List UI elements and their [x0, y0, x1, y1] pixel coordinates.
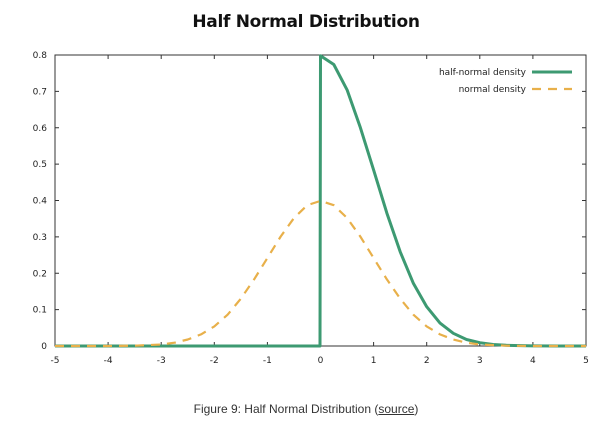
half-normal-density-line — [55, 54, 586, 348]
y-tick-label: 0.8 — [33, 51, 48, 61]
y-tick-label: 0.2 — [33, 269, 47, 279]
x-tick-label: 3 — [477, 356, 483, 366]
y-tick-label: 0 — [41, 342, 47, 352]
x-tick-label: 2 — [424, 356, 430, 366]
x-tick-label: -5 — [51, 356, 60, 366]
series-layer — [55, 54, 586, 348]
y-tick-label: 0.3 — [33, 233, 47, 243]
x-tick-label: 5 — [583, 356, 589, 366]
chart: -5 -4 -3 -2 -1 0 1 2 3 4 5 0 0.1 0.2 0.3 0.4 0.5 0.6 0.7 0.… — [33, 51, 589, 366]
y-tick-label: 0.6 — [33, 124, 48, 134]
figure-caption: Figure 9: Half Normal Distribution (sour… — [0, 402, 612, 416]
normal-density-line — [55, 199, 586, 348]
chart-title: Half Normal Distribution — [192, 12, 420, 32]
x-tick-label: -1 — [263, 356, 272, 366]
x-tick-label: 4 — [530, 356, 536, 366]
x-tick-label: -2 — [210, 356, 219, 366]
x-tick-label: -4 — [104, 356, 113, 366]
axes: -5 -4 -3 -2 -1 0 1 2 3 4 5 0 0.1 0.2 0.3 0.4 0.5 0.6 0.7 0.… — [33, 51, 589, 366]
x-tick-label: -3 — [157, 356, 166, 366]
legend-label-normal: normal density — [459, 85, 527, 95]
x-tick-label: 1 — [371, 356, 377, 366]
legend: half-normal density normal density — [439, 68, 572, 95]
y-tick-label: 0.1 — [33, 306, 47, 316]
y-tick-label: 0.4 — [33, 197, 48, 207]
source-link[interactable]: source — [378, 402, 415, 416]
caption-text: Figure 9: Half Normal Distribution ( — [193, 402, 379, 416]
caption-suffix: ) — [414, 402, 419, 416]
y-tick-label: 0.7 — [33, 87, 47, 97]
y-tick-label: 0.5 — [33, 160, 47, 170]
x-tick-label: 0 — [318, 356, 324, 366]
legend-label-half-normal: half-normal density — [439, 68, 527, 78]
